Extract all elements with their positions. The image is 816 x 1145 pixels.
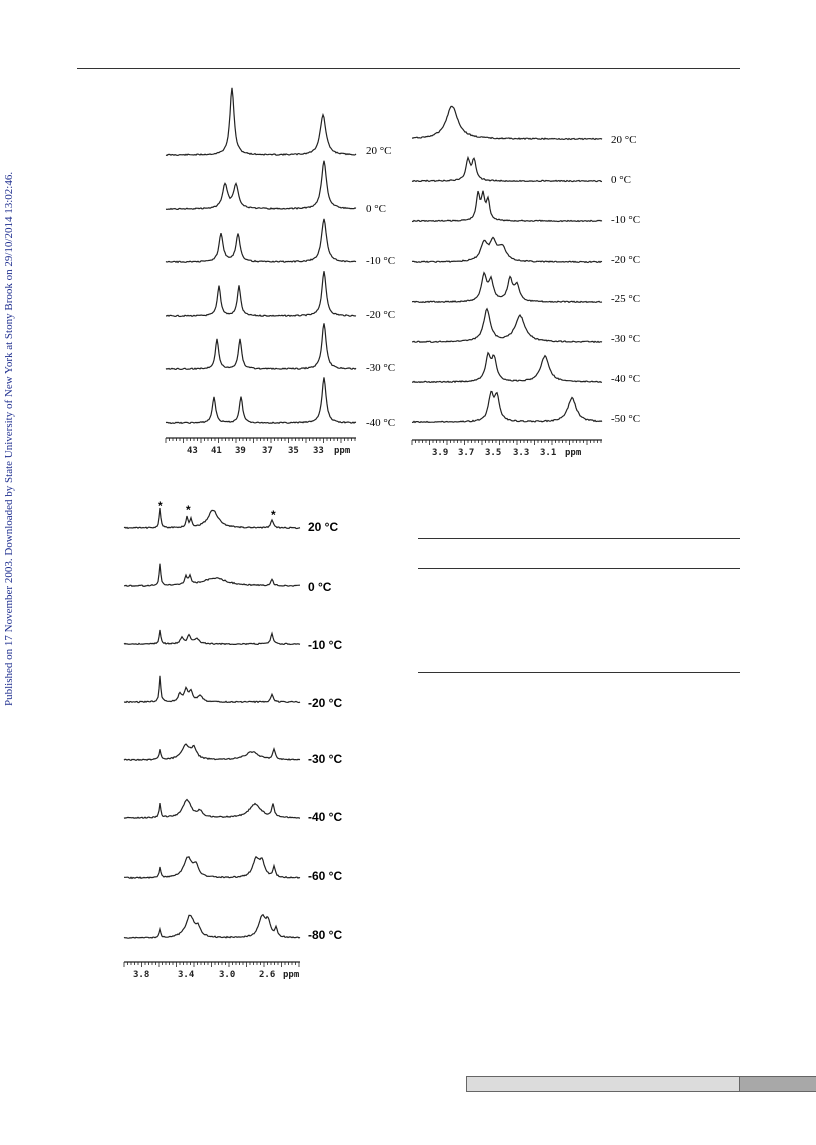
temperature-label: -30 °C	[611, 333, 641, 345]
temperature-label: -25 °C	[611, 293, 641, 305]
axis-a-label: 43	[187, 446, 198, 456]
axis-b-label: 3.9	[432, 448, 448, 458]
nmr-trace-b	[412, 351, 603, 384]
nmr-trace-c	[123, 629, 301, 646]
impurity-marker: *	[186, 503, 191, 517]
axis-b-label: 3.3	[513, 448, 529, 458]
nmr-trace-b	[411, 105, 603, 141]
temperature-label: 0 °C	[308, 580, 332, 594]
nmr-trace-a	[165, 377, 357, 425]
temperature-label: -40 °C	[611, 373, 641, 385]
temperature-label: -30 °C	[366, 362, 396, 374]
temperature-label: -20 °C	[611, 254, 641, 266]
temperature-label: -20 °C	[308, 696, 343, 710]
axis-c-label: 3.0	[219, 970, 235, 980]
axis-b-label: 3.5	[485, 448, 501, 458]
axis-a-label: 37	[262, 446, 273, 456]
temperature-label: -50 °C	[611, 413, 641, 425]
axis-c-label: ppm	[283, 970, 300, 980]
impurity-marker: *	[158, 499, 163, 513]
axis-b-label: 3.7	[458, 448, 474, 458]
nmr-trace-c	[124, 855, 301, 880]
nmr-trace-c	[123, 913, 301, 939]
axis-a-label: 41	[211, 446, 222, 456]
temperature-label: -10 °C	[611, 214, 641, 226]
nmr-trace-b	[412, 307, 603, 344]
temperature-label: -80 °C	[308, 928, 343, 942]
axis-a-label: 33	[313, 446, 324, 456]
temperature-label: 20 °C	[366, 145, 392, 157]
impurity-marker: *	[271, 508, 276, 522]
axis-c-label: 3.4	[178, 970, 195, 980]
nmr-trace-c	[123, 743, 301, 761]
temperature-label: -10 °C	[366, 255, 396, 267]
axis-b-label: 3.1	[540, 448, 556, 458]
temperature-label: -40 °C	[366, 417, 396, 429]
temperature-label: -30 °C	[308, 752, 343, 766]
temperature-label: 20 °C	[308, 520, 339, 534]
axis-a-label: 35	[288, 446, 299, 456]
nmr-trace-b	[411, 236, 603, 264]
temperature-label: -60 °C	[308, 869, 343, 883]
temperature-label: -40 °C	[308, 810, 343, 824]
nmr-trace-a	[165, 87, 357, 157]
footer-bar	[466, 1076, 740, 1092]
nmr-trace-b	[411, 190, 603, 223]
nmr-trace-c	[123, 675, 301, 704]
nmr-trace-c	[123, 507, 301, 530]
table-bottom-rule	[418, 672, 740, 673]
nmr-trace-a	[165, 160, 357, 211]
header-rule	[77, 68, 740, 69]
nmr-trace-a	[166, 271, 357, 318]
table-top-rule	[418, 538, 740, 539]
axis-a-label: ppm	[334, 446, 351, 456]
axis-c-label: 3.8	[133, 970, 149, 980]
temperature-label: 20 °C	[611, 134, 637, 146]
temperature-label: -20 °C	[366, 309, 396, 321]
axis-a-label: 39	[235, 446, 246, 456]
temperature-label: 0 °C	[611, 174, 631, 186]
temperature-label: 0 °C	[366, 203, 386, 215]
axis-b-label: ppm	[565, 448, 582, 458]
table-header-rule	[418, 568, 740, 569]
nmr-trace-a	[165, 218, 357, 264]
axis-c-label: 2.6	[259, 970, 275, 980]
nmr-trace-b	[411, 271, 603, 304]
nmr-trace-c	[123, 563, 300, 588]
nmr-trace-b	[411, 155, 603, 183]
footer-page-box	[740, 1076, 816, 1092]
temperature-label: -10 °C	[308, 638, 343, 652]
nmr-trace-c	[123, 798, 301, 819]
nmr-trace-a	[165, 323, 357, 371]
nmr-trace-b	[411, 390, 603, 424]
